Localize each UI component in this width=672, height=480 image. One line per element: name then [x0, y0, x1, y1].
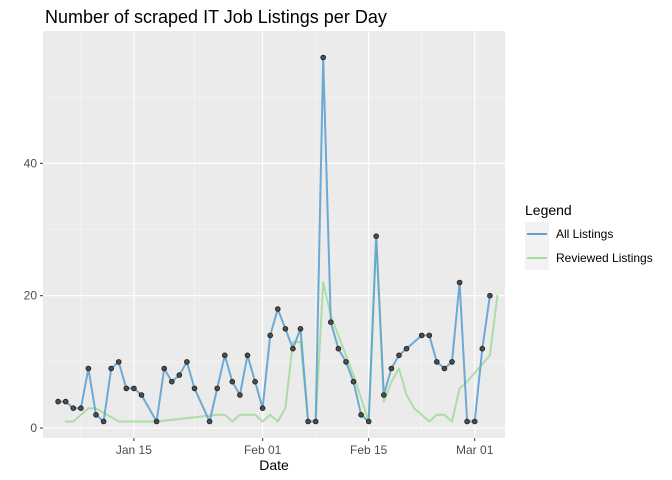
- data-point: [320, 54, 327, 61]
- data-point: [70, 405, 77, 412]
- data-point: [93, 411, 99, 418]
- data-point: [479, 345, 486, 352]
- points-layer: [55, 54, 493, 425]
- data-point: [449, 359, 455, 365]
- data-point: [115, 359, 122, 365]
- data-point: [161, 365, 168, 372]
- chart-title: Number of scraped IT Job Listings per Da…: [45, 7, 387, 27]
- data-point: [55, 398, 61, 405]
- x-tick-label: Feb 01: [244, 443, 282, 457]
- data-point: [229, 378, 236, 385]
- data-point: [312, 418, 319, 425]
- data-point: [343, 359, 349, 365]
- data-point: [259, 405, 266, 412]
- data-point: [78, 405, 84, 412]
- data-point: [153, 418, 160, 425]
- data-point: [380, 392, 387, 398]
- data-point: [138, 392, 145, 398]
- y-axis: 0 20 40: [24, 156, 43, 435]
- data-point: [358, 411, 364, 418]
- data-point: [184, 359, 190, 365]
- plot-background: [43, 31, 505, 438]
- data-point: [123, 385, 130, 392]
- major-gridlines: [43, 31, 505, 438]
- data-point: [206, 418, 213, 425]
- minor-gridlines: [43, 31, 505, 438]
- data-point: [373, 233, 380, 240]
- data-point: [487, 292, 493, 299]
- data-point: [396, 352, 402, 359]
- data-point: [176, 372, 183, 378]
- legend-title: Legend: [525, 202, 572, 218]
- data-point: [471, 418, 478, 425]
- data-point: [191, 385, 198, 392]
- legend: Legend All Listings Reviewed Listings: [525, 202, 653, 270]
- data-point: [350, 378, 357, 385]
- x-tick-label: Mar 01: [456, 443, 494, 457]
- data-point: [100, 418, 107, 425]
- data-point: [456, 279, 463, 286]
- data-point: [426, 332, 433, 339]
- data-point: [305, 418, 311, 425]
- data-point: [335, 345, 342, 352]
- data-point: [388, 365, 395, 372]
- data-point: [237, 392, 243, 398]
- data-point: [131, 385, 137, 392]
- data-point: [252, 378, 258, 385]
- data-point: [169, 378, 175, 385]
- y-tick-label: 0: [30, 421, 37, 435]
- x-axis: Jan 15 Feb 01 Feb 15 Mar 01: [116, 438, 494, 457]
- data-point: [244, 352, 251, 359]
- data-point: [108, 365, 114, 372]
- data-point: [403, 345, 410, 352]
- data-point: [62, 398, 69, 405]
- data-point: [297, 325, 304, 332]
- x-tick-label: Jan 15: [116, 443, 152, 457]
- data-point: [214, 385, 221, 392]
- y-tick-label: 20: [24, 289, 38, 303]
- data-point: [85, 365, 92, 372]
- data-point: [441, 365, 448, 372]
- legend-label-reviewed-listings: Reviewed Listings: [556, 251, 653, 265]
- legend-label-all-listings: All Listings: [556, 227, 613, 241]
- data-point: [290, 345, 296, 352]
- data-point: [282, 325, 289, 332]
- data-point: [267, 332, 274, 339]
- x-axis-title: Date: [259, 457, 289, 473]
- data-point: [365, 418, 372, 425]
- data-point: [274, 306, 281, 312]
- data-point: [418, 332, 425, 339]
- x-tick-label: Feb 15: [350, 443, 388, 457]
- data-point: [464, 418, 470, 425]
- data-point: [433, 359, 440, 365]
- y-tick-label: 40: [24, 156, 38, 170]
- data-point: [327, 319, 334, 326]
- data-point: [222, 352, 228, 359]
